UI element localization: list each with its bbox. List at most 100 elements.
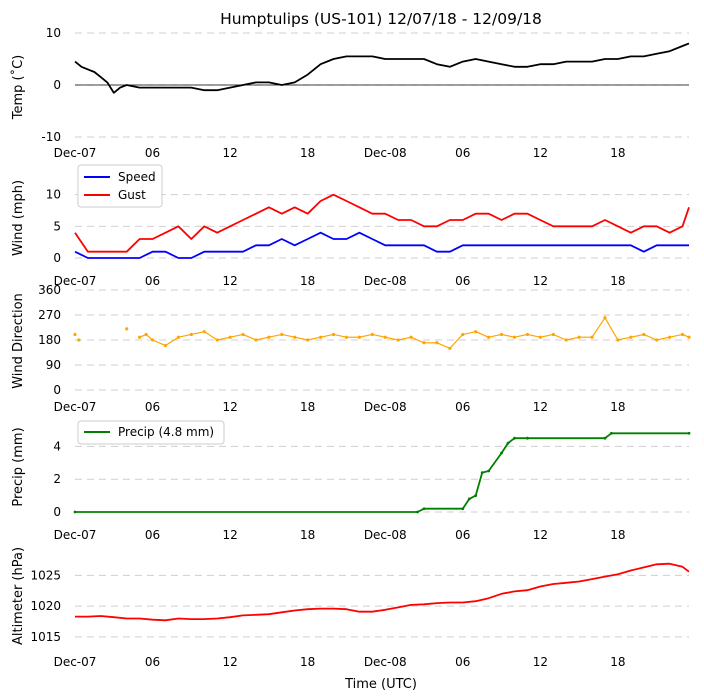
direction-ytick-label: 270 xyxy=(38,308,61,322)
direction-xtick-label: 18 xyxy=(300,400,315,414)
precip-point xyxy=(474,494,478,497)
direction-xtick-label: Dec-07 xyxy=(54,400,97,414)
temp-xtick-label: Dec-07 xyxy=(54,146,97,160)
direction-segment xyxy=(145,333,153,341)
altimeter-xtick-label: 06 xyxy=(455,655,470,669)
direction-point xyxy=(73,332,77,337)
direction-segment xyxy=(217,336,231,341)
direction-series-0 xyxy=(73,316,691,350)
precip-legend-label: Precip (4.8 mm) xyxy=(118,425,214,439)
precip-point xyxy=(603,436,607,440)
precip-xtick-label: Dec-07 xyxy=(54,528,97,542)
precip-xtick-label: 06 xyxy=(455,528,470,542)
wind-xtick-label: Dec-08 xyxy=(364,274,407,288)
direction-xtick-label: 12 xyxy=(222,400,237,414)
direction-segment xyxy=(372,333,386,338)
precip-point xyxy=(687,431,691,435)
temp-series-0-line xyxy=(74,42,690,94)
direction-segment xyxy=(385,336,399,341)
altimeter-xtick-label: Dec-08 xyxy=(364,655,407,669)
direction-segment xyxy=(656,336,670,341)
altimeter-xtick-label: 18 xyxy=(610,655,625,669)
precip-point xyxy=(467,497,471,501)
temp-ytick-label: 0 xyxy=(53,78,61,92)
direction-segment xyxy=(307,336,321,341)
direction-segment xyxy=(229,333,244,338)
temp-xtick-label: 06 xyxy=(455,146,470,160)
direction-segment xyxy=(203,331,218,341)
direction-segment xyxy=(165,336,179,347)
direction-segment xyxy=(553,333,567,341)
temp-xtick-label: 18 xyxy=(300,146,315,160)
altimeter-xtick-label: 12 xyxy=(222,655,237,669)
wind-xtick-label: 18 xyxy=(300,274,315,288)
direction-segment xyxy=(488,333,502,338)
wind-xtick-label: 12 xyxy=(533,274,548,288)
altimeter-xtick-label: 06 xyxy=(145,655,160,669)
direction-segment xyxy=(669,333,683,338)
direction-ylabel: Wind Direction xyxy=(11,293,26,389)
direction-segment xyxy=(682,333,690,338)
precip-series-0-line xyxy=(75,432,689,513)
precip-xtick-label: 18 xyxy=(610,528,625,542)
direction-segment xyxy=(242,333,257,341)
precip-ytick-label: 2 xyxy=(53,472,61,486)
precip-point xyxy=(480,471,484,475)
precip-point xyxy=(416,510,419,514)
precip-xtick-label: Dec-08 xyxy=(364,528,407,542)
precip-point xyxy=(487,469,491,473)
wind-ytick-label: 5 xyxy=(53,219,61,233)
wind-legend-box xyxy=(77,164,163,208)
direction-segment xyxy=(152,339,166,347)
direction-segment xyxy=(514,333,528,338)
temp-xtick-label: 12 xyxy=(222,146,237,160)
direction-segment xyxy=(333,333,347,338)
direction-segment xyxy=(281,333,295,338)
precip-legend: Precip (4.8 mm) xyxy=(77,420,225,445)
temp-ylabel: Temp (˚C) xyxy=(10,55,26,121)
temp-ytick-label: 10 xyxy=(46,26,61,40)
direction-segment xyxy=(139,333,147,338)
direction-segment xyxy=(320,333,334,338)
direction-point xyxy=(77,338,81,342)
direction-segment xyxy=(591,317,606,338)
temp-xtick-label: 18 xyxy=(610,146,625,160)
wind-legend-gust-label: Gust xyxy=(118,188,146,202)
temp-xtick-label: 12 xyxy=(533,146,548,160)
direction-segment xyxy=(566,336,580,341)
wind-xtick-label: 06 xyxy=(145,274,160,288)
precip-xtick-label: 12 xyxy=(533,528,548,542)
wind-ylabel: Wind (mph) xyxy=(11,180,26,256)
direction-segment xyxy=(630,333,644,338)
direction-ytick-label: 90 xyxy=(46,358,61,372)
direction-segment xyxy=(449,334,464,349)
wind-legend-speed-label: Speed xyxy=(118,170,156,184)
precip-point xyxy=(461,507,465,511)
direction-segment xyxy=(436,342,451,349)
x-axis-label: Time (UTC) xyxy=(344,677,417,692)
direction-xtick-label: 06 xyxy=(455,400,470,414)
precip-point xyxy=(422,507,426,511)
direction-segment xyxy=(191,331,205,336)
precip-legend-box xyxy=(77,420,225,445)
wind-ytick-label: 10 xyxy=(46,188,61,202)
precip-point xyxy=(73,510,77,514)
direction-segment xyxy=(475,331,489,338)
direction-segment xyxy=(178,333,192,338)
precip-ylabel: Precip (mm) xyxy=(11,427,26,506)
direction-point xyxy=(125,327,129,331)
figure-title: Humptulips (US-101) 12/07/18 - 12/09/18 xyxy=(220,10,542,28)
temp-ytick-label: -10 xyxy=(41,130,61,144)
direction-segment xyxy=(501,333,515,338)
altimeter-ylabel: Altimeter (hPa) xyxy=(11,547,26,645)
precip-ytick-label: 0 xyxy=(53,505,61,519)
precip-point xyxy=(513,436,516,440)
temp-xtick-label: Dec-08 xyxy=(364,146,407,160)
wind-xtick-label: 12 xyxy=(222,274,237,288)
direction-segment xyxy=(410,336,425,344)
direction-segment xyxy=(527,333,541,338)
direction-segment xyxy=(359,333,373,338)
wind-xtick-label: 18 xyxy=(610,274,625,288)
direction-segment xyxy=(462,331,476,336)
